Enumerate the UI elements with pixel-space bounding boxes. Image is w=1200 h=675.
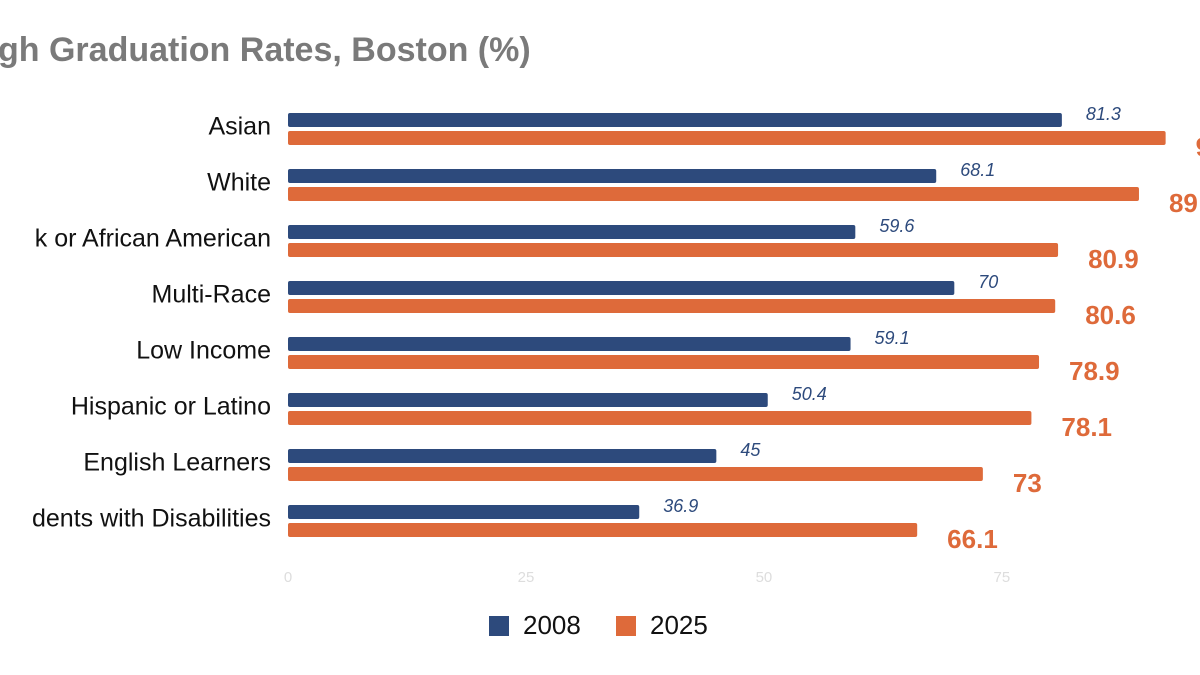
value-label: 78.9 xyxy=(1069,356,1120,386)
bar xyxy=(288,113,1062,127)
x-tick-label: 0 xyxy=(284,569,292,586)
bar xyxy=(288,187,1139,201)
bar xyxy=(288,225,856,239)
value-label: 89 xyxy=(1169,188,1198,218)
legend-label: 2008 xyxy=(523,610,581,640)
y-tick-label: Asian xyxy=(208,113,271,141)
bar xyxy=(288,243,1059,257)
bar xyxy=(288,449,717,463)
x-tick-label: 75 xyxy=(994,569,1011,586)
x-tick-label: 25 xyxy=(518,569,535,586)
chart-title: gh Graduation Rates, Boston (%) xyxy=(0,31,531,69)
value-label: 81.3 xyxy=(1086,104,1121,124)
value-label: 73 xyxy=(1013,468,1042,498)
legend-swatch xyxy=(489,616,509,636)
bar xyxy=(288,337,851,351)
value-label: 66.1 xyxy=(947,524,998,554)
bar xyxy=(288,281,955,295)
value-label: 78.1 xyxy=(1061,412,1112,442)
bar xyxy=(288,467,983,481)
legend-swatch xyxy=(616,616,636,636)
y-tick-label: Low Income xyxy=(136,337,271,365)
y-tick-label: dents with Disabilities xyxy=(32,505,271,533)
y-tick-label: English Learners xyxy=(83,449,271,477)
bar xyxy=(288,393,768,407)
x-tick-label: 50 xyxy=(756,569,773,586)
bar xyxy=(288,169,937,183)
bar xyxy=(288,523,918,537)
value-label: 59.1 xyxy=(875,328,910,348)
value-label: 45 xyxy=(740,440,761,460)
value-label: 68.1 xyxy=(960,160,995,180)
y-tick-label: k or African American xyxy=(35,225,271,253)
value-label: 50.4 xyxy=(792,384,827,404)
legend-label: 2025 xyxy=(650,610,708,640)
y-tick-label: Multi-Race xyxy=(152,281,271,309)
bar xyxy=(288,411,1032,425)
bar xyxy=(288,131,1166,145)
bar xyxy=(288,355,1040,369)
value-label: 70 xyxy=(978,272,998,292)
y-tick-label: White xyxy=(207,169,271,197)
bar xyxy=(288,299,1056,313)
value-label: 9 xyxy=(1196,132,1200,162)
value-label: 36.9 xyxy=(663,496,698,516)
value-label: 80.6 xyxy=(1085,300,1136,330)
y-tick-label: Hispanic or Latino xyxy=(71,393,271,421)
value-label: 59.6 xyxy=(879,216,915,236)
bar xyxy=(288,505,640,519)
value-label: 80.9 xyxy=(1088,244,1139,274)
